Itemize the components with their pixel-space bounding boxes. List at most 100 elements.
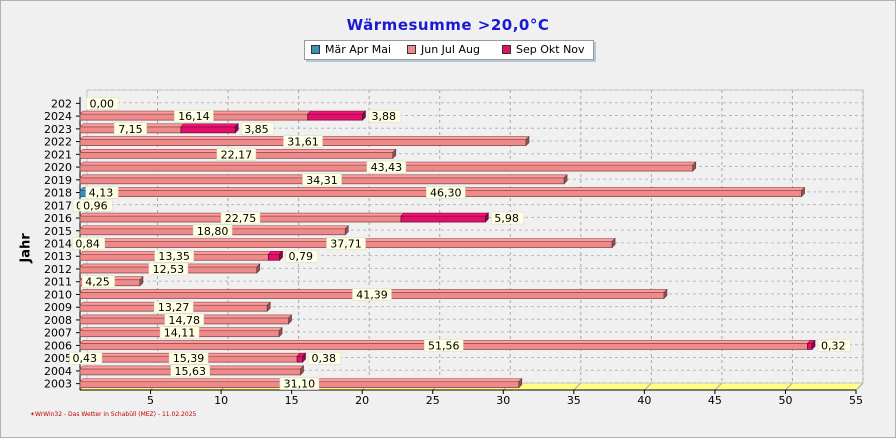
data-label: 31,61 (287, 136, 319, 149)
data-label-box (159, 326, 200, 339)
bar-segment (400, 215, 486, 223)
y-tick-label: 2022 (44, 136, 72, 149)
data-label: 15,39 (173, 352, 205, 365)
data-label: 34,31 (306, 174, 338, 187)
legend: Mär Apr Mai Jun Jul Aug Sep Okt Nov (304, 40, 594, 60)
data-label-box (283, 135, 323, 148)
data-label: 22,17 (221, 148, 253, 161)
y-tick-label: 2013 (44, 250, 72, 263)
x-tick-label: 10 (214, 394, 228, 407)
bar-side (801, 186, 805, 198)
data-label-box (148, 262, 189, 276)
data-label: 14,78 (169, 314, 201, 327)
legend-item-autumn: Sep Okt Nov (502, 43, 585, 57)
data-label-box (168, 351, 209, 365)
data-label: 13,35 (158, 250, 190, 263)
legend-item-spring: Mär Apr Mai (311, 43, 391, 57)
bar-side (525, 135, 530, 147)
legend-item-summer: Jun Jul Aug (407, 43, 480, 57)
data-label: 7,15 (118, 123, 143, 136)
grid-line-floor (855, 382, 864, 391)
bar-side (300, 365, 304, 376)
data-label-box (154, 249, 194, 263)
data-label: 16,14 (178, 110, 210, 123)
data-label-box (85, 186, 119, 199)
y-tick-label: 2007 (44, 327, 72, 340)
data-label-box (72, 237, 106, 250)
bar-side (392, 148, 397, 160)
bar-side (362, 110, 366, 121)
y-tick-label: 2017 (44, 199, 72, 212)
y-tick-label: 2024 (44, 110, 72, 123)
data-label: 18,80 (197, 225, 229, 238)
data-label-box (170, 364, 211, 378)
data-label-box (192, 224, 233, 238)
bar-side (266, 301, 271, 312)
data-label-box (79, 199, 113, 212)
data-label-box (86, 97, 120, 110)
y-tick-label: 2005 (44, 352, 72, 365)
data-label: 0,00 (89, 97, 114, 110)
data-label: 0,32 (821, 339, 846, 352)
y-tick-label: 2011 (44, 276, 72, 289)
x-tick-label: 20 (355, 394, 369, 407)
data-label: 22,75 (225, 212, 257, 225)
grid-line-floor (714, 382, 723, 391)
bar-side (344, 225, 349, 236)
y-tick-label: 2015 (44, 225, 72, 238)
bar-side (256, 263, 261, 274)
data-label-box (240, 122, 274, 136)
data-label-box (69, 351, 103, 365)
y-tick-label: 202 (51, 97, 72, 110)
data-label-box (153, 300, 194, 314)
data-label-box (352, 288, 392, 301)
data-label: 13,27 (158, 301, 190, 314)
data-label-box (174, 109, 214, 123)
x-tick-label: 50 (778, 394, 792, 407)
chart-title: Wärmesumme >20,0°C (346, 16, 550, 34)
y-tick-label: 2019 (44, 174, 72, 187)
bar-segment-top (306, 110, 367, 115)
bar-segment (307, 113, 363, 121)
bar-segment (267, 253, 280, 261)
data-label: 0,79 (289, 250, 314, 263)
y-tick-label: 2020 (44, 161, 72, 174)
y-tick-label: 2006 (44, 339, 72, 352)
bar-side (485, 212, 489, 223)
data-label-box (216, 148, 257, 161)
data-label: 31,10 (284, 378, 316, 391)
x-tick-label: 35 (567, 394, 581, 407)
legend-swatch-spring (311, 44, 320, 54)
data-label: 12,53 (153, 263, 185, 276)
y-tick-label: 2004 (44, 365, 72, 378)
x-tick-label: 40 (637, 394, 651, 407)
bar-side (663, 288, 668, 300)
data-label: 4,13 (89, 187, 114, 200)
data-label: 4,25 (85, 276, 110, 289)
grid-line-floor (573, 382, 582, 391)
data-label: 3,85 (244, 123, 269, 136)
data-label: 41,39 (356, 288, 388, 301)
data-label-box (113, 122, 147, 136)
y-tick-label: 2014 (44, 238, 72, 251)
data-label: 0,84 (75, 238, 100, 251)
data-label: 46,30 (430, 187, 462, 200)
bar-side (278, 326, 283, 338)
data-label: 0,43 (73, 352, 98, 365)
legend-label-autumn: Sep Okt Nov (516, 43, 585, 56)
footer-credit: ✶WrWin32 - Das Wetter in Schabüll (MEZ) … (30, 411, 197, 418)
x-tick-label: 45 (708, 394, 722, 407)
legend-swatch-summer (407, 44, 416, 54)
bar-side (302, 352, 306, 363)
x-tick-label: 15 (285, 394, 299, 407)
y-tick-label: 2021 (44, 148, 72, 161)
bar-side (139, 275, 144, 287)
data-label-box (285, 249, 319, 263)
data-label: 15,63 (175, 365, 207, 378)
bar-side (611, 237, 616, 249)
bar-segment (296, 355, 303, 363)
data-label: 0,96 (83, 199, 108, 212)
bar-side (234, 123, 239, 134)
data-label: 0 (76, 199, 83, 212)
